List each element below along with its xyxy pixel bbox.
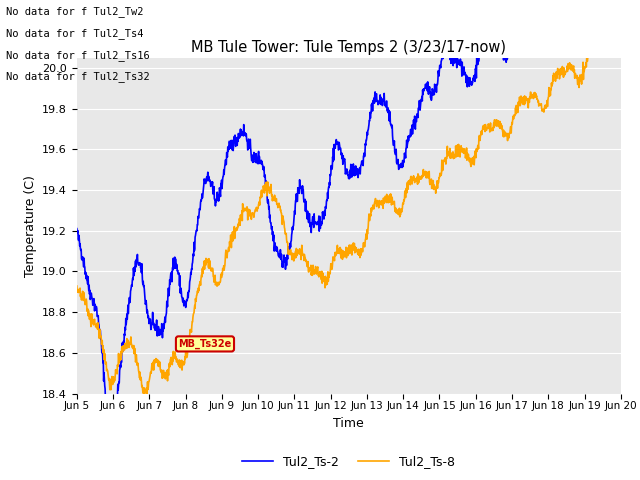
Tul2_Ts-2 xyxy=(304,213,312,218)
Title: MB Tule Tower: Tule Temps 2 (3/23/17-now): MB Tule Tower: Tule Temps 2 (3/23/17-now… xyxy=(191,40,506,55)
Tul2_Ts-8 xyxy=(137,375,145,381)
Tul2_Ts-2 xyxy=(383,98,390,104)
Text: No data for f Tul2_Ts4: No data for f Tul2_Ts4 xyxy=(6,28,144,39)
Tul2_Ts-8 xyxy=(73,283,81,289)
Line: Tul2_Ts-8: Tul2_Ts-8 xyxy=(77,32,621,395)
Tul2_Ts-8 xyxy=(601,29,609,35)
Tul2_Ts-8 xyxy=(617,36,625,42)
Legend: Tul2_Ts-2, Tul2_Ts-8: Tul2_Ts-2, Tul2_Ts-8 xyxy=(237,450,460,473)
Tul2_Ts-2 xyxy=(73,226,81,231)
Text: No data for f Tul2_Ts32: No data for f Tul2_Ts32 xyxy=(6,71,150,82)
Tul2_Ts-2 xyxy=(108,438,115,444)
Tul2_Ts-2 xyxy=(325,185,333,191)
Line: Tul2_Ts-2: Tul2_Ts-2 xyxy=(77,0,621,441)
Tul2_Ts-8 xyxy=(304,259,312,264)
Tul2_Ts-2 xyxy=(316,228,323,234)
Tul2_Ts-8 xyxy=(140,392,147,397)
Tul2_Ts-8 xyxy=(325,275,333,280)
Tul2_Ts-2 xyxy=(115,380,123,385)
Tul2_Ts-8 xyxy=(115,358,123,364)
Text: MB_Ts32e: MB_Ts32e xyxy=(179,339,232,349)
Tul2_Ts-2 xyxy=(138,270,145,276)
X-axis label: Time: Time xyxy=(333,417,364,430)
Tul2_Ts-8 xyxy=(383,192,390,197)
Text: No data for f Tul2_Tw2: No data for f Tul2_Tw2 xyxy=(6,6,144,17)
Y-axis label: Temperature (C): Temperature (C) xyxy=(24,175,36,276)
Text: No data for f Tul2_Ts16: No data for f Tul2_Ts16 xyxy=(6,49,150,60)
Tul2_Ts-8 xyxy=(316,271,323,277)
